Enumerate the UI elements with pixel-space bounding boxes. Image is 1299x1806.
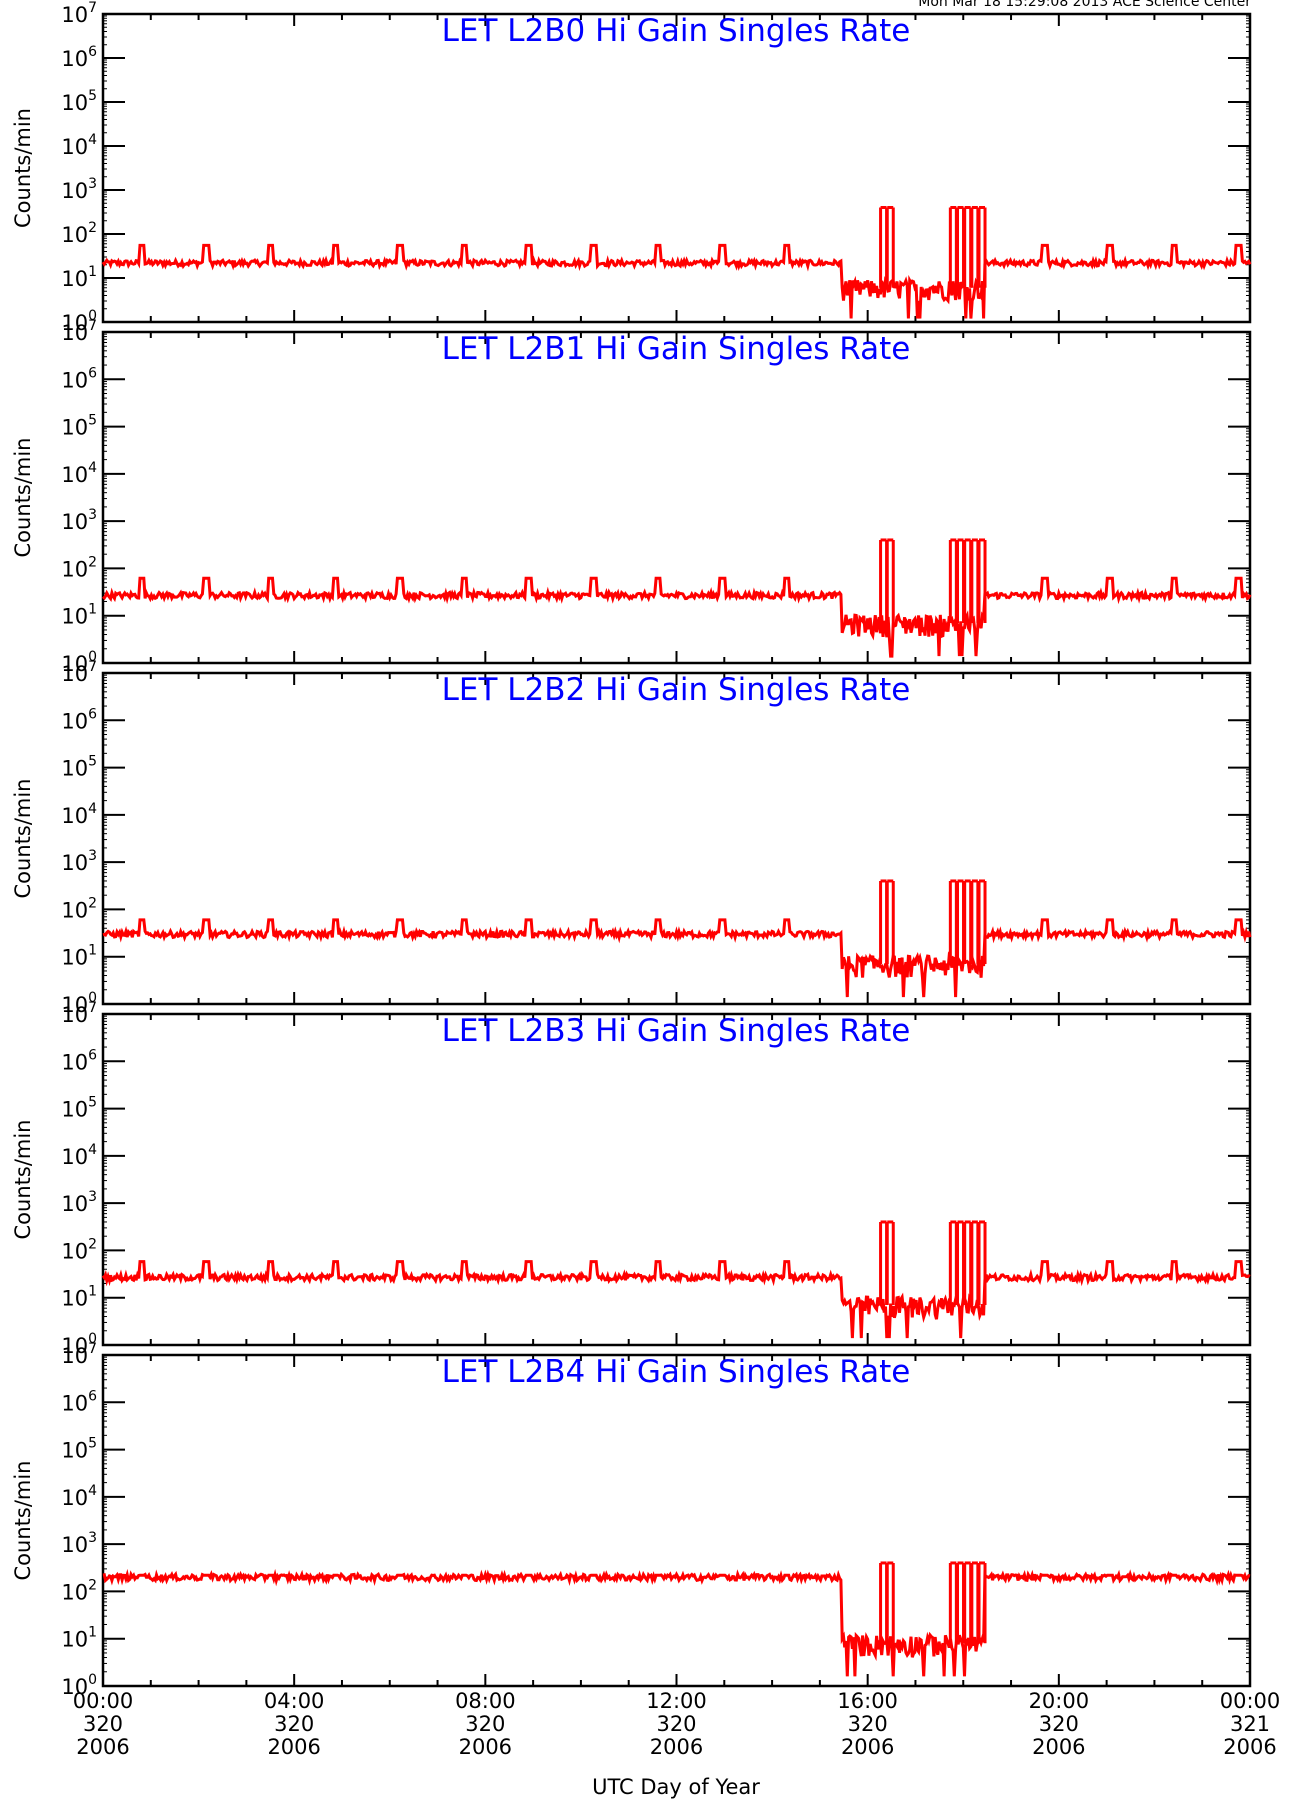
y-tick-label: 105: [61, 88, 97, 115]
panel-2: 100 101 102 103 104 105 106 107 LET L2B2 Hi Gain…: [11, 659, 1252, 1017]
y-tick-label: 105: [61, 1436, 97, 1463]
y-tick-label: 105: [61, 413, 97, 440]
y-tick-label: 102: [61, 220, 97, 247]
panel-title: LET L2B4 Hi Gain Singles Rate: [442, 1354, 911, 1390]
y-tick-label: 105: [61, 754, 97, 781]
x-tick-doy: 320: [465, 1712, 505, 1736]
x-tick-year: 2006: [1223, 1735, 1276, 1759]
x-tick-year: 2006: [76, 1735, 129, 1759]
plot-frame: [101, 330, 1252, 665]
y-tick-label: 103: [61, 1189, 97, 1216]
y-tick-label: 103: [61, 176, 97, 203]
y-axis-label: Counts/min: [11, 1120, 35, 1240]
y-tick-label: 104: [61, 460, 97, 487]
x-tick-doy: 320: [274, 1712, 314, 1736]
y-tick-label: 106: [61, 1047, 97, 1074]
series-line: [101, 576, 1252, 658]
y-tick-label: 106: [61, 706, 97, 733]
x-tick-time: 12:00: [646, 1689, 707, 1713]
x-tick-year: 2006: [1032, 1735, 1085, 1759]
y-tick-label: 100: [61, 649, 97, 676]
x-tick-time: 08:00: [455, 1689, 516, 1713]
x-tick-doy: 320: [848, 1712, 888, 1736]
series-line: [102, 1568, 1251, 1677]
x-tick-time: 00:00: [1220, 1689, 1281, 1713]
y-tick-label: 101: [61, 1284, 97, 1311]
y-tick-label: 104: [61, 801, 97, 828]
series-line: [101, 1260, 1251, 1339]
panel-title: LET L2B0 Hi Gain Singles Rate: [442, 13, 911, 49]
y-tick-label: 100: [61, 308, 97, 335]
generation-stamp: Mon Mar 18 15:29:08 2013 ACE Science Cen…: [918, 0, 1251, 10]
y-tick-label: 101: [61, 943, 97, 970]
x-tick-doy: 321: [1230, 1712, 1270, 1736]
series-line: [101, 243, 1252, 319]
y-tick-label: 100: [61, 1331, 97, 1358]
x-tick-year: 2006: [841, 1735, 894, 1759]
panel-0: 100 101 102 103 104 105 106 107 LET L2B0 Hi Gain…: [11, 0, 1252, 335]
y-tick-label: 101: [61, 1625, 97, 1652]
y-tick-label: 100: [61, 990, 97, 1017]
y-tick-label: 107: [61, 0, 97, 27]
y-tick-label: 103: [61, 507, 97, 534]
x-tick-doy: 320: [83, 1712, 123, 1736]
plot-frame: [101, 12, 1252, 324]
y-tick-label: 104: [61, 132, 97, 159]
y-axis-label: Counts/min: [11, 779, 35, 899]
y-tick-label: 101: [61, 264, 97, 291]
x-tick-year: 2006: [650, 1735, 703, 1759]
series-line: [102, 918, 1252, 998]
y-axis-label: Counts/min: [11, 438, 35, 558]
x-axis-label: UTC Day of Year: [592, 1775, 760, 1799]
x-tick-doy: 320: [656, 1712, 696, 1736]
x-tick-year: 2006: [459, 1735, 512, 1759]
y-tick-label: 103: [61, 848, 97, 875]
x-tick-time: 16:00: [837, 1689, 898, 1713]
y-tick-label: 106: [61, 1388, 97, 1415]
y-tick-label: 100: [61, 1672, 97, 1699]
y-tick-label: 101: [61, 602, 97, 629]
plot-frame: [101, 1353, 1252, 1688]
panel-title: LET L2B3 Hi Gain Singles Rate: [442, 1013, 911, 1049]
y-axis-label: Counts/min: [11, 108, 35, 228]
panel-title: LET L2B1 Hi Gain Singles Rate: [442, 331, 911, 367]
y-tick-label: 103: [61, 1530, 97, 1557]
plot-frame: [101, 671, 1252, 1006]
panel-title: LET L2B2 Hi Gain Singles Rate: [442, 672, 911, 708]
y-tick-label: 107: [61, 318, 97, 345]
y-tick-label: 107: [61, 659, 97, 686]
y-tick-label: 102: [61, 1236, 97, 1263]
x-tick-year: 2006: [267, 1735, 320, 1759]
panel-1: 100 101 102 103 104 105 106 107 LET L2B1 Hi Gain…: [11, 318, 1252, 676]
y-tick-label: 104: [61, 1142, 97, 1169]
panel-3: 100 101 102 103 104 105 106 107 LET L2B3 Hi Gain…: [11, 1000, 1252, 1358]
plot-frame: [101, 1012, 1252, 1347]
x-tick-time: 20:00: [1029, 1689, 1090, 1713]
y-tick-label: 107: [61, 1000, 97, 1027]
y-tick-label: 105: [61, 1095, 97, 1122]
x-tick-time: 04:00: [264, 1689, 325, 1713]
y-tick-label: 106: [61, 44, 97, 71]
y-tick-label: 102: [61, 1577, 97, 1604]
y-axis-label: Counts/min: [11, 1461, 35, 1581]
x-tick-time: 00:00: [73, 1689, 134, 1713]
x-tick-doy: 320: [1039, 1712, 1079, 1736]
y-tick-label: 106: [61, 365, 97, 392]
y-tick-label: 104: [61, 1483, 97, 1510]
panel-4: 100 101 102 103 104 105 106 107 LET L2B4 Hi Gain…: [11, 1341, 1252, 1699]
y-tick-label: 107: [61, 1341, 97, 1368]
y-tick-label: 102: [61, 895, 97, 922]
y-tick-label: 102: [61, 554, 97, 581]
